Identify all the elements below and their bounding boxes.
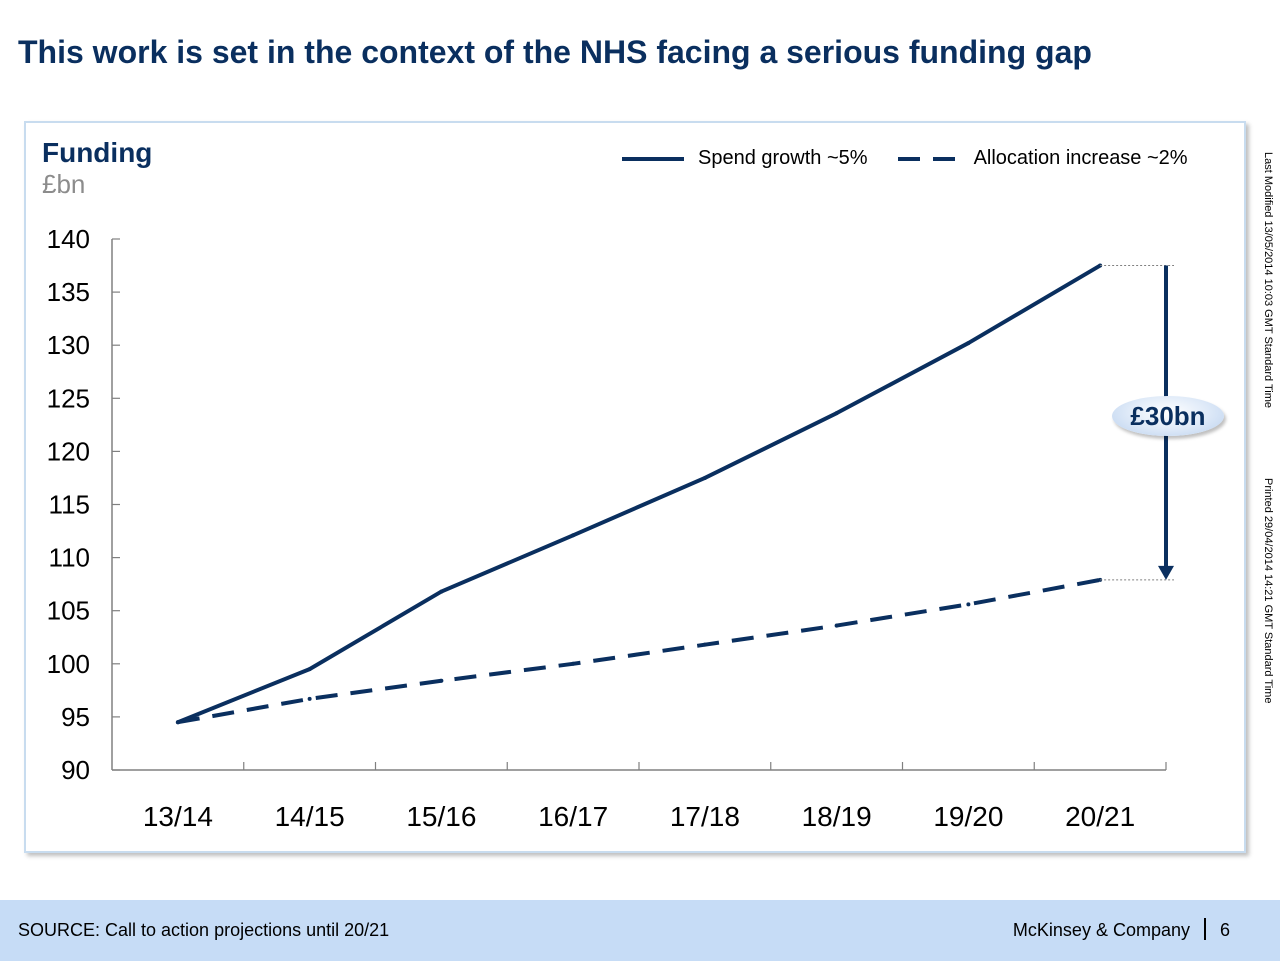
- y-tick-label-135: 135: [47, 277, 90, 307]
- brand-name: McKinsey & Company: [1012, 920, 1190, 940]
- x-tick-label-15/16: 15/16: [406, 801, 476, 832]
- y-axis-unit: £bn: [42, 169, 86, 199]
- series-0-point-19/20: [966, 341, 971, 346]
- x-tick-label-18/19: 18/19: [802, 801, 872, 832]
- last-modified-note: Last Modified 13/05/2014 10:03 GMT Stand…: [1262, 152, 1274, 409]
- x-tick-label-14/15: 14/15: [275, 801, 345, 832]
- series-line-1: [177, 577, 1101, 725]
- page-number: 6: [1220, 920, 1231, 940]
- series-1-point-15/16: [439, 678, 444, 683]
- printed-note: Printed 29/04/2014 14:21 GMT Standard Ti…: [1262, 478, 1274, 704]
- x-tick-label-13/14: 13/14: [143, 801, 213, 832]
- series-0-point-14/15: [307, 667, 312, 672]
- funding-gap-label: £30bn: [1112, 396, 1224, 436]
- chart-panel: Funding £bn Spend growth ~5% Allocation …: [24, 121, 1246, 853]
- x-tick-label-20/21: 20/21: [1065, 801, 1135, 832]
- source-note: SOURCE: Call to action projections until…: [18, 920, 390, 940]
- line-chart: 90 95 100 105 110 115 120 125 130 135 140 13/14 14/1…: [47, 224, 1174, 832]
- y-tick-label-130: 130: [47, 330, 90, 360]
- series-0-point-16/17: [571, 533, 576, 538]
- x-tick-label-17/18: 17/18: [670, 801, 740, 832]
- x-tick-label-19/20: 19/20: [933, 801, 1003, 832]
- series-1-point-18/19: [834, 623, 839, 628]
- series-0-point-17/18: [702, 475, 707, 480]
- slide-title: This work is set in the context of the N…: [18, 34, 1092, 70]
- y-tick-label-115: 115: [49, 490, 90, 520]
- series-line-0: [177, 263, 1102, 725]
- legend-item-spend: Spend growth ~5%: [622, 147, 868, 170]
- y-tick-label-140: 140: [47, 224, 90, 254]
- legend-label-spend: Spend growth ~5%: [698, 147, 868, 169]
- footer-divider: [1204, 918, 1206, 940]
- y-tick-label-125: 125: [47, 383, 90, 413]
- series-1-point-19/20: [966, 602, 971, 607]
- y-tick-label-95: 95: [61, 702, 90, 732]
- series-0-point-15/16: [439, 589, 444, 594]
- legend-solid-line-icon: [622, 156, 684, 161]
- y-tick-label-110: 110: [49, 543, 90, 573]
- y-tick-label-120: 120: [47, 436, 90, 466]
- gap-arrow-head-icon: [1158, 565, 1174, 580]
- series-1-point-14/15: [307, 696, 312, 701]
- legend-label-allocation: Allocation increase ~2%: [973, 147, 1188, 169]
- chart-title: Funding: [42, 137, 153, 168]
- footer-bar: SOURCE: Call to action projections until…: [0, 900, 1280, 961]
- y-tick-label-90: 90: [61, 755, 90, 785]
- series-1-point-17/18: [702, 642, 707, 647]
- x-tick-label-16/17: 16/17: [538, 801, 608, 832]
- legend-item-allocation: Allocation increase ~2%: [897, 147, 1188, 170]
- y-tick-label-100: 100: [47, 649, 90, 679]
- series-1-point-16/17: [571, 661, 576, 666]
- y-tick-label-105: 105: [47, 596, 90, 626]
- legend-dashed-line-icon: [897, 156, 960, 161]
- series-0-point-18/19: [834, 411, 839, 416]
- legend: Spend growth ~5% Allocation increase ~2%: [622, 147, 1188, 170]
- series-1-point-13/14: [175, 720, 180, 725]
